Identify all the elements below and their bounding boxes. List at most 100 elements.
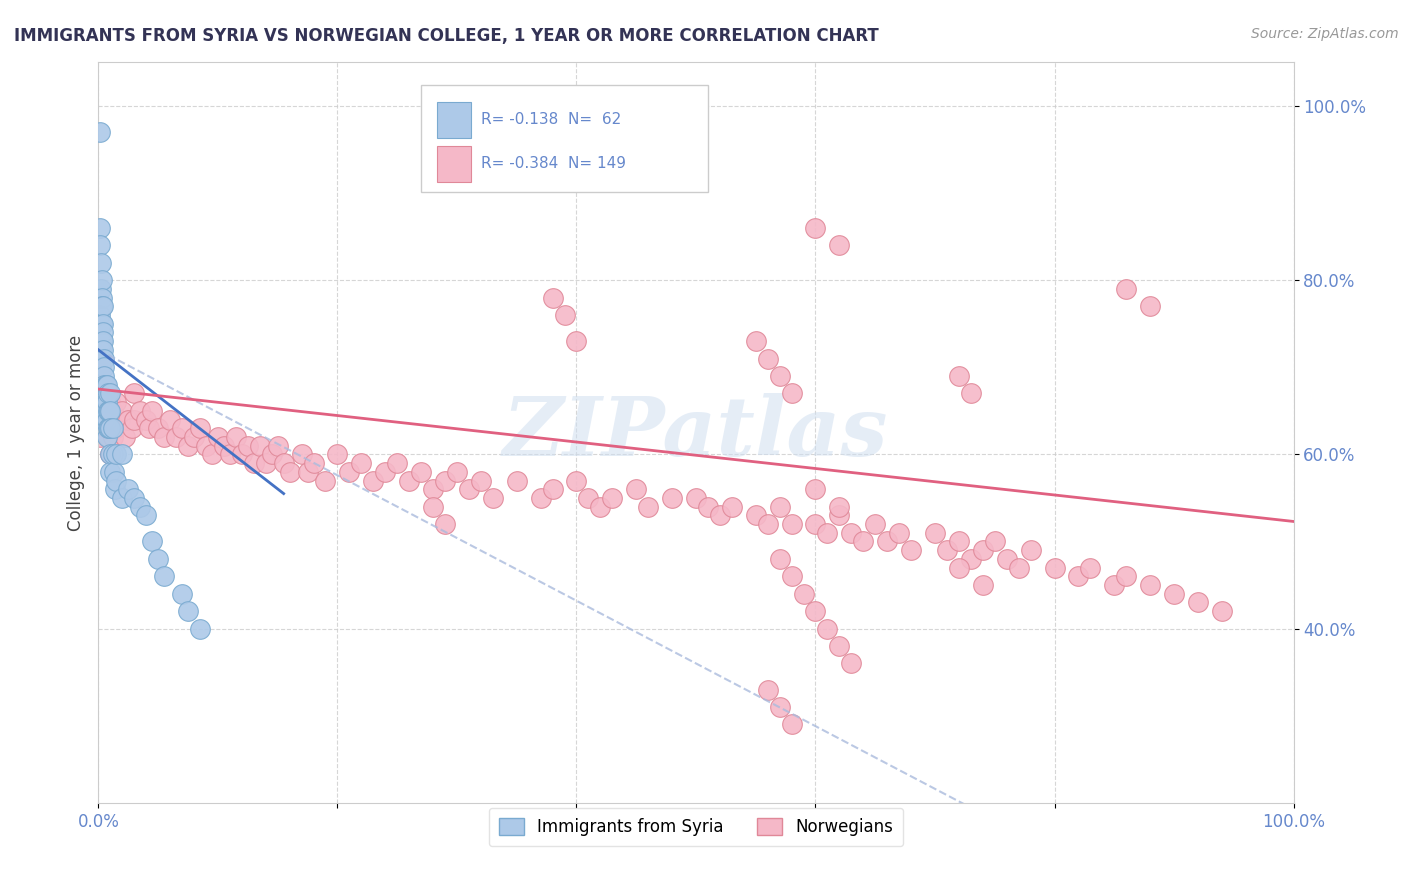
Point xyxy=(924,525,946,540)
Point xyxy=(506,474,529,488)
Text: IMMIGRANTS FROM SYRIA VS NORWEGIAN COLLEGE, 1 YEAR OR MORE CORRELATION CHART: IMMIGRANTS FROM SYRIA VS NORWEGIAN COLLE… xyxy=(14,27,879,45)
Point xyxy=(138,421,160,435)
Point xyxy=(93,369,115,384)
Point xyxy=(97,386,120,401)
Point xyxy=(98,447,122,461)
Point xyxy=(141,404,163,418)
Point xyxy=(117,412,139,426)
Point xyxy=(1019,543,1042,558)
Point xyxy=(626,482,648,496)
Point xyxy=(129,404,152,418)
Point xyxy=(97,421,120,435)
Point xyxy=(195,439,218,453)
Point xyxy=(260,447,283,461)
Point xyxy=(225,430,247,444)
Point xyxy=(697,500,720,514)
Point xyxy=(578,491,600,505)
Point xyxy=(637,500,659,514)
Point xyxy=(948,534,970,549)
Point xyxy=(98,421,122,435)
Point xyxy=(565,474,588,488)
Point xyxy=(554,308,576,322)
Point xyxy=(101,421,124,435)
Point xyxy=(93,421,115,435)
Point xyxy=(960,386,983,401)
Point xyxy=(129,500,152,514)
Point xyxy=(1139,578,1161,592)
Point xyxy=(1104,578,1126,592)
Point xyxy=(90,343,112,357)
Point xyxy=(104,412,127,426)
Point xyxy=(984,534,1007,549)
Point xyxy=(326,447,349,461)
Point xyxy=(374,465,396,479)
Point xyxy=(98,404,121,418)
Point xyxy=(93,395,115,409)
Point xyxy=(117,482,139,496)
Point xyxy=(153,430,176,444)
Point xyxy=(804,517,827,532)
Point xyxy=(98,395,122,409)
Text: R= -0.138  N=  62: R= -0.138 N= 62 xyxy=(481,112,621,127)
Point xyxy=(793,587,815,601)
Point xyxy=(434,517,457,532)
Point xyxy=(841,657,863,671)
Point xyxy=(98,404,122,418)
Point xyxy=(422,482,444,496)
Point xyxy=(91,343,114,357)
Point xyxy=(1139,299,1161,313)
Point xyxy=(148,552,170,566)
Point xyxy=(89,125,111,139)
Y-axis label: College, 1 year or more: College, 1 year or more xyxy=(66,334,84,531)
Point xyxy=(339,465,361,479)
FancyBboxPatch shape xyxy=(422,85,709,192)
Point xyxy=(124,386,146,401)
Point xyxy=(98,421,122,435)
Point xyxy=(768,500,790,514)
Point xyxy=(948,369,970,384)
Point xyxy=(177,604,200,618)
Point xyxy=(91,412,114,426)
Point xyxy=(94,412,117,426)
Point xyxy=(108,412,131,426)
Point xyxy=(1211,604,1233,618)
Point xyxy=(105,395,128,409)
Point xyxy=(297,465,319,479)
Legend: Immigrants from Syria, Norwegians: Immigrants from Syria, Norwegians xyxy=(489,808,903,847)
Point xyxy=(1115,282,1137,296)
Point xyxy=(101,430,124,444)
Point xyxy=(91,334,114,348)
Point xyxy=(828,639,851,653)
Point xyxy=(207,430,229,444)
Text: R= -0.384  N= 149: R= -0.384 N= 149 xyxy=(481,156,626,171)
Point xyxy=(90,317,112,331)
Point xyxy=(104,482,127,496)
Point xyxy=(97,404,120,418)
Point xyxy=(93,377,115,392)
Point xyxy=(458,482,481,496)
Point xyxy=(91,317,114,331)
Point xyxy=(541,291,564,305)
Point xyxy=(828,500,851,514)
Point xyxy=(135,508,157,523)
Point xyxy=(900,543,922,558)
Point xyxy=(124,412,146,426)
Point xyxy=(105,421,128,435)
Point xyxy=(768,700,790,714)
Point xyxy=(91,273,114,287)
Point xyxy=(565,334,588,348)
Point xyxy=(1187,595,1209,609)
Point xyxy=(91,404,114,418)
Point xyxy=(93,360,115,375)
Point xyxy=(1080,560,1102,574)
Point xyxy=(90,334,112,348)
Point xyxy=(315,474,337,488)
Point xyxy=(91,326,114,340)
Point xyxy=(804,221,827,235)
Point xyxy=(768,552,790,566)
Point xyxy=(177,439,200,453)
Point xyxy=(1067,569,1090,583)
Point xyxy=(589,500,612,514)
Point xyxy=(97,404,120,418)
Point xyxy=(661,491,683,505)
